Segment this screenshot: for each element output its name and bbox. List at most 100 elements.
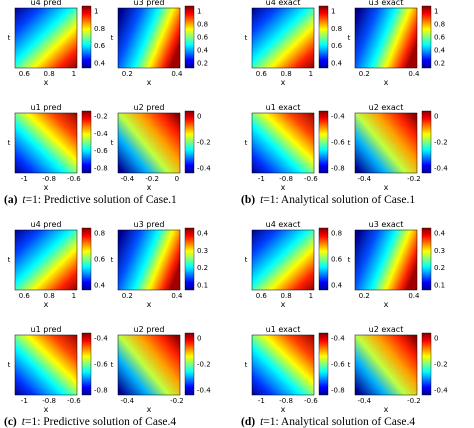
x-tick-label: 0.6	[256, 70, 268, 78]
colorbar-tick-label: 0.8	[434, 21, 445, 29]
x-tick-label: -1	[21, 175, 28, 183]
colorbar-tick-label: -0.4	[331, 113, 345, 121]
heatmap	[354, 112, 418, 174]
colorbar	[318, 332, 329, 396]
x-tick-label: -0.2	[407, 397, 421, 405]
heatmap	[14, 229, 78, 291]
y-axis-label: t	[348, 256, 351, 264]
y-axis-label: t	[348, 139, 351, 147]
colorbar-tick-label: -0.6	[94, 361, 108, 369]
colorbar-tick-label: -0.4	[434, 387, 448, 395]
x-axis-label: x	[281, 300, 286, 309]
x-tick-label: -0.4	[357, 175, 371, 183]
colorbar-tick-label: 0.4	[197, 230, 209, 238]
heatmap	[117, 112, 181, 174]
caption-variable: t	[22, 194, 26, 206]
plot-title: u2 exact	[369, 325, 404, 334]
caption-variable: t	[260, 416, 264, 428]
colorbar-tick-label: -0.2	[197, 361, 211, 369]
x-tick-label: -0.4	[120, 175, 134, 183]
colorbar-tick-label: 0	[197, 113, 201, 121]
x-tick-label: 0.4	[171, 292, 183, 300]
y-axis-label: t	[111, 256, 114, 264]
colorbar-tick-label: -0.6	[94, 147, 108, 155]
colorbar-tick-label: 0.3	[434, 247, 445, 255]
caption-label: (a)	[4, 194, 18, 206]
x-tick-label: -0.2	[170, 397, 184, 405]
y-axis-label: t	[245, 34, 248, 42]
colorbar	[184, 332, 195, 396]
x-axis-label: x	[384, 300, 389, 309]
colorbar	[184, 227, 195, 291]
x-tick-label: 1	[72, 292, 76, 300]
caption: (b) t=1: Analytical solution of Case.1	[241, 194, 415, 206]
heatmap	[251, 7, 315, 69]
x-tick-label: -0.6	[304, 397, 318, 405]
x-tick-label: 0.2	[359, 70, 370, 78]
caption-label: (b)	[241, 194, 255, 206]
heatmap	[354, 229, 418, 291]
x-tick-label: -0.2	[407, 175, 421, 183]
colorbar-tick-label: -0.2	[197, 139, 211, 147]
colorbar-tick-label: -0.4	[94, 335, 108, 343]
y-axis-label: t	[111, 361, 114, 369]
caption-text: =1: Analytical solution of Case.4	[263, 416, 415, 428]
colorbar-tick-label: 0.6	[331, 256, 343, 264]
colorbar-tick-label: 0.3	[197, 247, 208, 255]
colorbar	[318, 110, 329, 174]
colorbar-tick-label: 1	[94, 8, 98, 16]
colorbar	[421, 227, 432, 291]
colorbar	[184, 5, 195, 69]
x-tick-label: 1	[309, 292, 313, 300]
colorbar-tick-label: -0.4	[94, 130, 108, 138]
colorbar-tick-label: 0.4	[434, 47, 446, 55]
y-axis-label: t	[348, 361, 351, 369]
colorbar	[184, 110, 195, 174]
colorbar-tick-label: 0.8	[331, 230, 342, 238]
x-tick-label: 0.2	[359, 292, 370, 300]
colorbar-tick-label: 0.1	[197, 282, 208, 290]
colorbar-tick-label: -0.2	[94, 113, 108, 121]
plot-title: u2 pred	[134, 103, 165, 112]
colorbar-tick-label: 1	[434, 8, 438, 16]
colorbar-tick-label: 0.1	[434, 282, 445, 290]
x-tick-label: 1	[72, 70, 76, 78]
colorbar-tick-label: 0.4	[197, 47, 209, 55]
colorbar-tick-label: -0.4	[331, 335, 345, 343]
colorbar-tick-label: 0.4	[434, 230, 446, 238]
x-tick-label: -0.8	[42, 175, 56, 183]
colorbar-tick-label: -0.4	[197, 387, 211, 395]
caption-variable: t	[22, 416, 26, 428]
caption-variable: t	[260, 194, 264, 206]
x-axis-label: x	[281, 183, 286, 192]
plot-title: u4 exact	[266, 0, 301, 7]
x-axis-label: x	[281, 78, 286, 87]
colorbar-tick-label: 0.2	[197, 60, 208, 68]
x-axis-label: x	[384, 405, 389, 414]
x-tick-label: 0.8	[281, 70, 292, 78]
heatmap	[14, 334, 78, 396]
heatmap	[117, 229, 181, 291]
colorbar-tick-label: 1	[331, 8, 335, 16]
colorbar-tick-label: -0.8	[331, 387, 345, 395]
x-tick-label: -0.6	[67, 175, 81, 183]
colorbar	[81, 332, 92, 396]
x-tick-label: -1	[258, 397, 265, 405]
x-tick-label: 0.2	[122, 292, 133, 300]
plot-title: u1 pred	[31, 325, 62, 334]
x-tick-label: -0.4	[120, 397, 134, 405]
x-axis-label: x	[44, 183, 49, 192]
y-axis-label: t	[245, 256, 248, 264]
y-axis-label: t	[8, 34, 11, 42]
colorbar	[81, 110, 92, 174]
heatmap	[14, 7, 78, 69]
colorbar-tick-label: 0	[434, 335, 438, 343]
caption-text: =1: Predictive solution of Case.1	[26, 194, 177, 206]
x-axis-label: x	[281, 405, 286, 414]
colorbar-tick-label: 0.4	[331, 282, 343, 290]
heatmap	[14, 112, 78, 174]
x-axis-label: x	[147, 405, 152, 414]
plot-title: u3 exact	[369, 0, 404, 7]
